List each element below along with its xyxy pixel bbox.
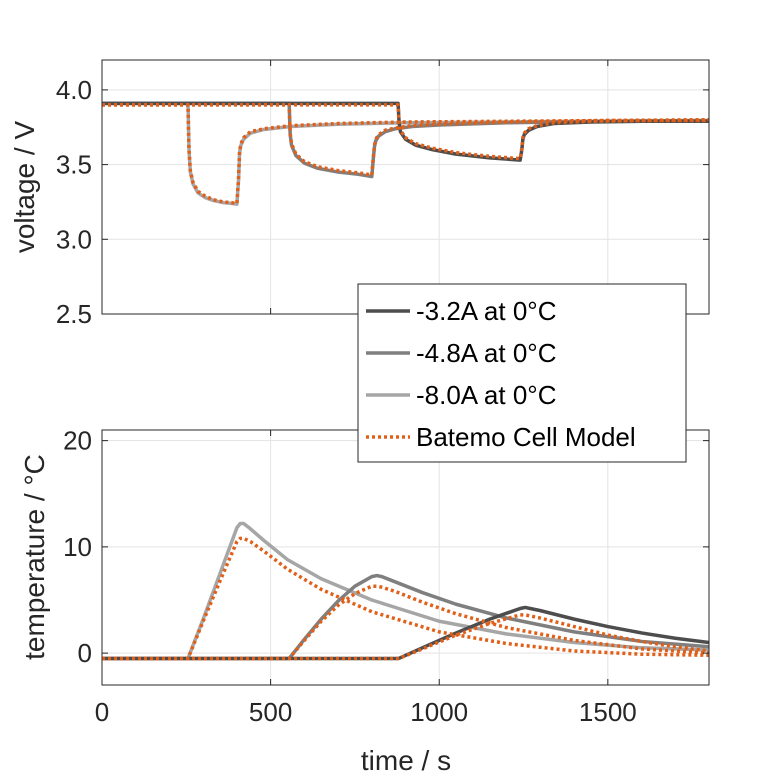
temperature-xlabel: time / s <box>361 745 451 776</box>
temperature-series-group <box>102 521 709 661</box>
legend-label: Batemo Cell Model <box>416 422 636 452</box>
legend-label: -3.2A at 0°C <box>416 296 556 326</box>
x-tick-label: 500 <box>249 697 292 727</box>
voltage-ylabel: voltage / V <box>9 121 40 254</box>
model-series-line <box>102 103 709 161</box>
x-tick-label: 0 <box>95 697 109 727</box>
measured-series-line <box>102 101 709 179</box>
legend: -3.2A at 0°C -4.8A at 0°C -8.0A at 0°C Bate… <box>357 283 687 463</box>
y-tick-label: 4.0 <box>56 75 92 105</box>
legend-box <box>357 283 687 463</box>
model-series-line <box>102 584 709 661</box>
y-tick-label: 20 <box>63 426 92 456</box>
model-series-line <box>102 536 709 661</box>
x-tick-label: 1500 <box>579 697 637 727</box>
y-tick-label: 2.5 <box>56 299 92 329</box>
voltage-panel: 2.5 3.0 3.5 4.0 voltage / V <box>9 59 710 329</box>
model-series-line <box>102 103 709 206</box>
temperature-ticks: 0 500 1000 1500 0 10 20 <box>63 426 709 727</box>
model-series-line <box>102 613 709 661</box>
legend-label: -8.0A at 0°C <box>416 380 556 410</box>
y-tick-label: 3.5 <box>56 150 92 180</box>
temperature-panel: 0 500 1000 1500 0 10 20 temperature / °C time … <box>19 426 710 776</box>
legend-entries: -3.2A at 0°C -4.8A at 0°C -8.0A at 0°C Bate… <box>366 296 636 452</box>
voltage-series-group <box>102 101 709 206</box>
legend-label: -4.8A at 0°C <box>416 338 556 368</box>
x-tick-label: 1000 <box>410 697 468 727</box>
temperature-ylabel: temperature / °C <box>19 454 50 660</box>
measured-series-line <box>102 101 709 206</box>
measured-series-line <box>102 605 709 661</box>
y-tick-label: 3.0 <box>56 224 92 254</box>
y-tick-label: 0 <box>78 638 92 668</box>
voltage-grid <box>101 60 709 315</box>
model-series-line <box>102 103 709 177</box>
measured-series-line <box>102 521 709 661</box>
y-tick-label: 10 <box>63 532 92 562</box>
